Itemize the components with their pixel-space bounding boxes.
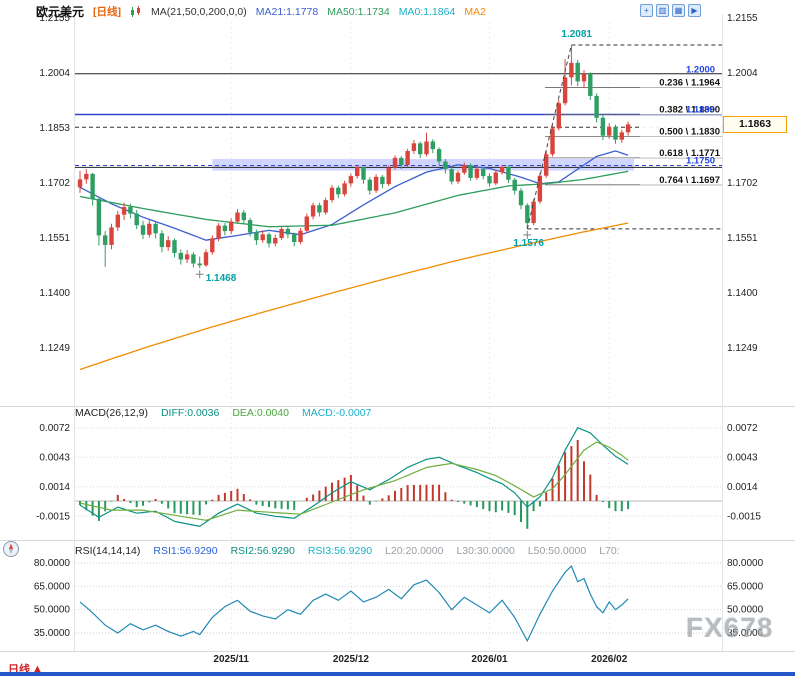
ma50-value: MA50:1.1734 [327, 5, 390, 18]
low-point-markers [195, 230, 532, 279]
rsi-l50-label: L50:50.0000 [527, 545, 587, 557]
current-price-tag: 1.1863 [723, 116, 787, 134]
svg-text:35.0000: 35.0000 [727, 628, 764, 639]
svg-text:0.236 \ 1.1964: 0.236 \ 1.1964 [659, 78, 720, 89]
up-arrow-icon: ▲ [32, 663, 43, 675]
svg-text:1.2004: 1.2004 [39, 68, 70, 79]
svg-text:0.0072: 0.0072 [39, 423, 70, 434]
svg-text:1.1750: 1.1750 [686, 156, 715, 167]
svg-text:2025/11: 2025/11 [213, 654, 249, 665]
price-annotations: 1.2081 1.1576 1.1468 1.2000 1.1890 1.1750 [206, 29, 715, 284]
toolbar-bar-chart-button[interactable]: ▥ [656, 4, 669, 17]
svg-text:1.1400: 1.1400 [39, 288, 70, 299]
rsi-grid: 80.0000 80.0000 65.0000 65.0000 50.0000 50.00… [34, 558, 764, 639]
svg-text:1.1551: 1.1551 [727, 233, 758, 244]
svg-text:0.618 \ 1.1771: 0.618 \ 1.1771 [659, 148, 720, 159]
svg-text:1.2000: 1.2000 [686, 64, 715, 75]
horizontal-price-lines [75, 44, 722, 230]
svg-text:50.0000: 50.0000 [34, 605, 71, 616]
ma200-value-truncated: MA2 [464, 5, 486, 18]
svg-text:1.1551: 1.1551 [39, 233, 70, 244]
bottom-accent-bar [0, 672, 795, 676]
svg-text:0.0043: 0.0043 [727, 452, 758, 463]
rsi-legend: RSI(14,14,14) RSI1:56.9290 RSI2:56.9290 … [75, 545, 620, 557]
svg-text:-0.0015: -0.0015 [36, 511, 70, 522]
svg-text:35.0000: 35.0000 [34, 628, 71, 639]
chart-type-icon[interactable] [130, 5, 142, 18]
toolbar-add-button[interactable]: + [640, 4, 653, 17]
svg-text:65.0000: 65.0000 [727, 581, 764, 592]
svg-text:1.1853: 1.1853 [39, 123, 70, 134]
symbol-title: 欧元美元 [36, 5, 85, 19]
month-gridlines: 2025/11 2025/12 2026/01 2026/02 [213, 22, 628, 665]
macd-diff-value: DIFF:0.0036 [160, 407, 220, 419]
svg-text:0.764 \ 1.1697: 0.764 \ 1.1697 [659, 175, 720, 186]
svg-text:0.0014: 0.0014 [727, 482, 758, 493]
svg-text:1.2004: 1.2004 [727, 68, 758, 79]
rsi1-value: RSI1:56.9290 [153, 545, 218, 557]
svg-text:1.2155: 1.2155 [39, 13, 70, 24]
moving-average-lines [79, 150, 629, 371]
svg-text:2026/01: 2026/01 [471, 654, 508, 665]
svg-text:1.1890: 1.1890 [686, 105, 715, 116]
rsi-l70-label: L70: [599, 545, 620, 557]
compass-icon[interactable] [2, 540, 20, 558]
svg-text:0.0043: 0.0043 [39, 452, 70, 463]
candlestick-series [77, 44, 631, 269]
rsi2-value: RSI2:56.9290 [230, 545, 295, 557]
swing-dashed-line [526, 44, 572, 230]
macd-hist-value: MACD:-0.0007 [301, 407, 372, 419]
macd-legend: MACD(26,12,9) DIFF:0.0036 DEA:0.0040 MAC… [75, 407, 371, 419]
svg-text:0.382 \ 1.1890: 0.382 \ 1.1890 [659, 105, 720, 116]
toolbar-grid-button[interactable]: ▦ [672, 4, 685, 17]
watermark: FX678 [686, 612, 774, 643]
svg-text:1.1249: 1.1249 [727, 343, 758, 354]
rsi-title: RSI(14,14,14) [75, 545, 141, 557]
highlight-band [212, 158, 635, 171]
svg-text:1.2155: 1.2155 [727, 13, 758, 24]
svg-text:80.0000: 80.0000 [727, 558, 764, 569]
timeframe-label[interactable]: [日线] [93, 6, 122, 18]
macd-dea-value: DEA:0.0040 [232, 407, 289, 419]
fib-retracement: 0.236 \ 1.1964 0.382 \ 1.1890 0.500 \ 1.18… [545, 76, 722, 186]
ma21-value: MA21:1.1778 [255, 5, 319, 18]
ma-settings-label: MA(21,50,0,200,0,0) [151, 5, 247, 18]
rsi3-value: RSI3:56.9290 [307, 545, 373, 557]
rsi-line [79, 565, 629, 643]
svg-text:0.0072: 0.0072 [727, 423, 758, 434]
svg-text:2025/12: 2025/12 [333, 654, 370, 665]
rsi-l30-label: L30:30.0000 [456, 545, 515, 557]
macd-grid: 0.0072 0.0072 0.0043 0.0043 0.0014 0.0014 -0.0… [36, 423, 761, 522]
svg-text:80.0000: 80.0000 [34, 558, 71, 569]
macd-title: MACD(26,12,9) [75, 407, 148, 419]
svg-text:50.0000: 50.0000 [727, 605, 764, 616]
macd-lines [79, 427, 629, 528]
svg-text:1.1400: 1.1400 [727, 288, 758, 299]
panel-separators [0, 14, 795, 652]
svg-text:65.0000: 65.0000 [34, 581, 71, 592]
svg-text:1.2081: 1.2081 [561, 29, 592, 40]
main-chart-header: 欧元美元 [日线] MA(21,50,0,200,0,0) MA21:1.177… [36, 3, 486, 20]
macd-histogram [79, 440, 630, 529]
rsi-l20-label: L20:20.0000 [385, 545, 444, 557]
svg-text:-0.0015: -0.0015 [727, 511, 761, 522]
svg-text:1.1468: 1.1468 [206, 273, 237, 284]
toolbar-forward-button[interactable]: ▶ [688, 4, 701, 17]
ma0-value: MA0:1.1864 [398, 5, 456, 18]
svg-text:1.1702: 1.1702 [727, 178, 758, 189]
svg-text:0.0014: 0.0014 [39, 482, 70, 493]
svg-text:1.1702: 1.1702 [39, 178, 70, 189]
chart-toolbar: + ▥ ▦ ▶ [640, 4, 701, 17]
svg-text:2026/02: 2026/02 [591, 654, 628, 665]
svg-text:0.500 \ 1.1830: 0.500 \ 1.1830 [659, 126, 720, 137]
svg-text:1.1576: 1.1576 [513, 238, 544, 249]
svg-text:1.1249: 1.1249 [39, 343, 70, 354]
